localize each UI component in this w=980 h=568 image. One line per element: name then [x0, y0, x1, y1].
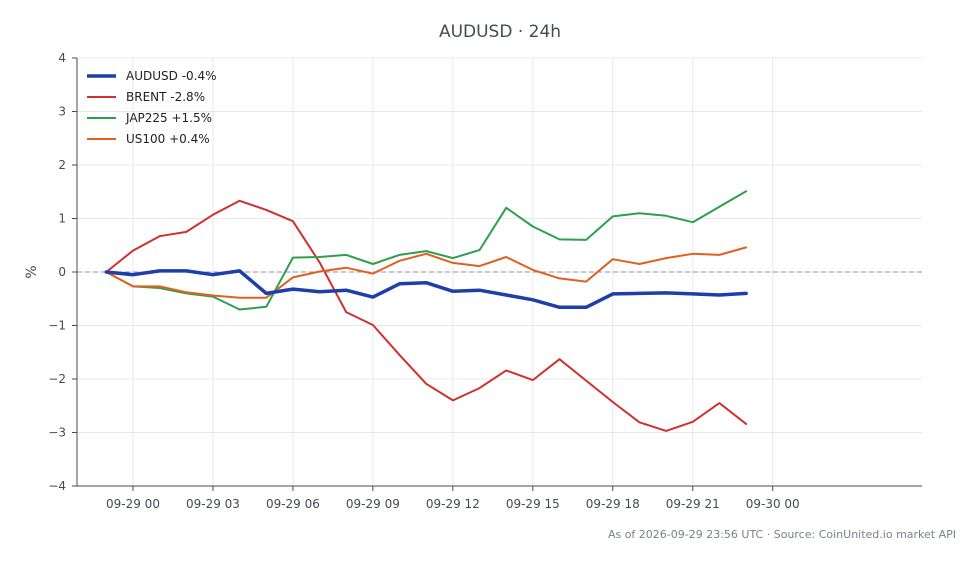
x-tick-label: 09-29 12 [426, 497, 480, 511]
y-tick-label: 0 [58, 265, 66, 279]
series-line-1 [105, 199, 748, 432]
x-tick-label: 09-29 06 [266, 497, 320, 511]
source-footnote: As of 2026-09-29 23:56 UTC · Source: Coi… [608, 528, 956, 541]
legend-label: JAP225 +1.5% [125, 111, 212, 125]
legend-label: US100 +0.4% [126, 132, 210, 146]
y-tick-label: 4 [58, 51, 66, 65]
y-tick-label: −3 [48, 426, 66, 440]
x-tick-label: 09-29 00 [106, 497, 160, 511]
x-tick-label: 09-29 15 [506, 497, 560, 511]
series-line-2 [105, 190, 748, 311]
legend-label: BRENT -2.8% [126, 90, 205, 104]
x-tick-label: 09-30 00 [746, 497, 800, 511]
y-tick-label: −1 [48, 319, 66, 333]
series-line-3 [105, 246, 748, 299]
chart-title: AUDUSD · 24h [439, 22, 561, 42]
y-tick-label: 2 [58, 158, 66, 172]
x-tick-label: 09-29 09 [346, 497, 400, 511]
y-tick-label: 1 [58, 212, 66, 226]
axes: −4 −3 −2 −1 0 1 2 3 4 09-29 00 09-29 03 09-29 06 09-… [48, 51, 922, 511]
legend: AUDUSD -0.4% BRENT -2.8% JAP225 +1.5% US100… [87, 69, 217, 146]
y-tick-label: −4 [48, 479, 66, 493]
y-tick-label: −2 [48, 372, 66, 386]
y-axis-label: % [24, 265, 40, 278]
x-tick-label: 09-29 03 [186, 497, 240, 511]
x-tick-label: 09-29 18 [586, 497, 640, 511]
y-tick-label: 3 [58, 105, 66, 119]
x-tick-label: 09-29 21 [666, 497, 720, 511]
legend-label: AUDUSD -0.4% [126, 69, 217, 83]
series-lines [104, 190, 748, 432]
series-line-0 [104, 269, 748, 310]
